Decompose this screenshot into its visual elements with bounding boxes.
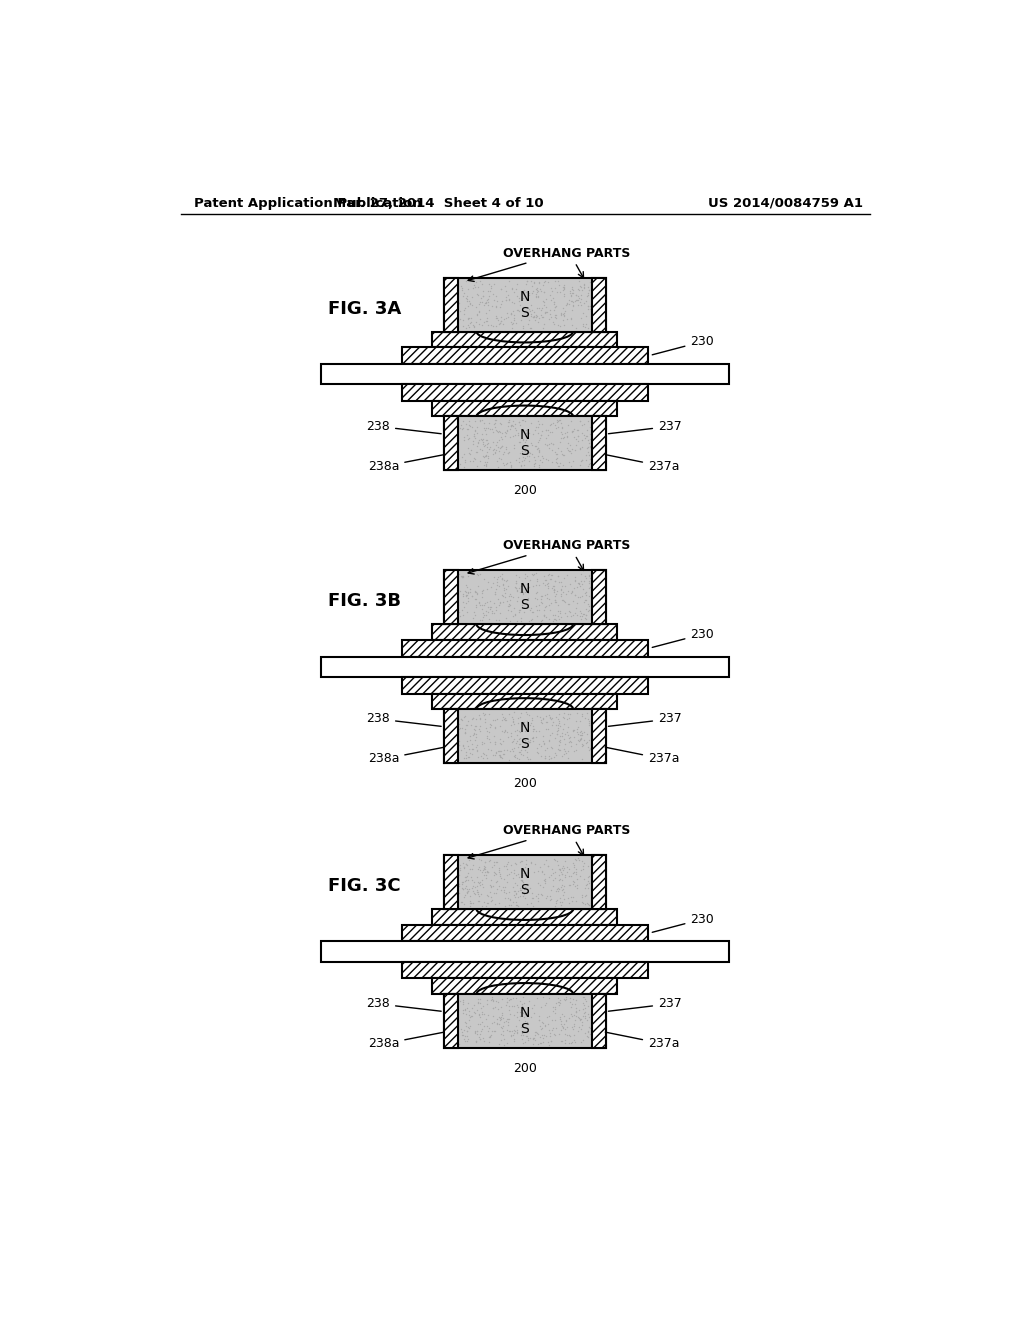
Text: N: N <box>519 428 530 442</box>
Bar <box>592 570 605 624</box>
Bar <box>444 855 605 909</box>
Text: 238: 238 <box>367 713 441 726</box>
Bar <box>444 416 605 470</box>
Text: 230: 230 <box>652 335 714 355</box>
Bar <box>432 693 617 709</box>
Bar <box>444 994 605 1048</box>
Text: 237a: 237a <box>605 454 680 473</box>
Bar <box>592 855 605 909</box>
Bar <box>432 401 617 416</box>
Text: S: S <box>520 883 529 898</box>
Bar <box>592 709 605 763</box>
Text: 238: 238 <box>367 998 441 1011</box>
Text: 238: 238 <box>367 420 441 434</box>
Bar <box>444 416 458 470</box>
Bar <box>444 570 605 624</box>
Bar <box>444 709 458 763</box>
Bar <box>444 570 458 624</box>
Bar <box>444 416 605 470</box>
Text: N: N <box>519 1006 530 1020</box>
Text: 238a: 238a <box>368 747 444 766</box>
Bar <box>401 677 648 693</box>
Bar <box>432 331 617 347</box>
Text: S: S <box>520 1022 529 1036</box>
Text: Mar. 27, 2014  Sheet 4 of 10: Mar. 27, 2014 Sheet 4 of 10 <box>333 197 544 210</box>
Text: 237: 237 <box>608 998 682 1011</box>
Text: 230: 230 <box>652 912 714 932</box>
Text: 200: 200 <box>513 484 537 498</box>
Bar <box>321 364 729 384</box>
Bar <box>444 994 458 1048</box>
Bar <box>444 855 605 909</box>
Bar <box>401 347 648 364</box>
Bar <box>592 277 605 331</box>
Bar <box>444 994 605 1048</box>
Text: OVERHANG PARTS: OVERHANG PARTS <box>504 539 631 552</box>
Text: S: S <box>520 737 529 751</box>
Bar <box>401 640 648 656</box>
Bar <box>401 384 648 401</box>
Text: 237a: 237a <box>605 747 680 766</box>
Text: N: N <box>519 867 530 882</box>
Bar <box>444 570 605 624</box>
Text: S: S <box>520 306 529 319</box>
Text: N: N <box>519 582 530 597</box>
Bar <box>321 941 729 961</box>
Text: 230: 230 <box>652 628 714 647</box>
Text: N: N <box>519 721 530 735</box>
Text: 238a: 238a <box>368 1032 444 1051</box>
Bar <box>432 978 617 994</box>
Text: S: S <box>520 445 529 458</box>
Bar <box>444 277 458 331</box>
Text: 200: 200 <box>513 776 537 789</box>
Bar <box>592 994 605 1048</box>
Text: S: S <box>520 598 529 612</box>
Text: 200: 200 <box>513 1061 537 1074</box>
Text: 237: 237 <box>608 713 682 726</box>
Text: FIG. 3A: FIG. 3A <box>329 300 401 318</box>
Bar <box>592 416 605 470</box>
Text: FIG. 3C: FIG. 3C <box>329 876 401 895</box>
Text: US 2014/0084759 A1: US 2014/0084759 A1 <box>708 197 863 210</box>
Bar <box>432 909 617 924</box>
Text: FIG. 3B: FIG. 3B <box>329 593 401 610</box>
Bar <box>444 709 605 763</box>
Bar <box>444 709 605 763</box>
Bar <box>401 924 648 941</box>
Bar <box>432 624 617 640</box>
Text: OVERHANG PARTS: OVERHANG PARTS <box>504 247 631 260</box>
Text: 237a: 237a <box>605 1032 680 1051</box>
Text: N: N <box>519 289 530 304</box>
Bar <box>444 277 605 331</box>
Bar <box>444 277 605 331</box>
Bar <box>321 656 729 677</box>
Text: Patent Application Publication: Patent Application Publication <box>194 197 422 210</box>
Text: OVERHANG PARTS: OVERHANG PARTS <box>504 824 631 837</box>
Text: 238a: 238a <box>368 454 444 473</box>
Bar <box>444 855 458 909</box>
Text: 237: 237 <box>608 420 682 434</box>
Bar <box>401 961 648 978</box>
